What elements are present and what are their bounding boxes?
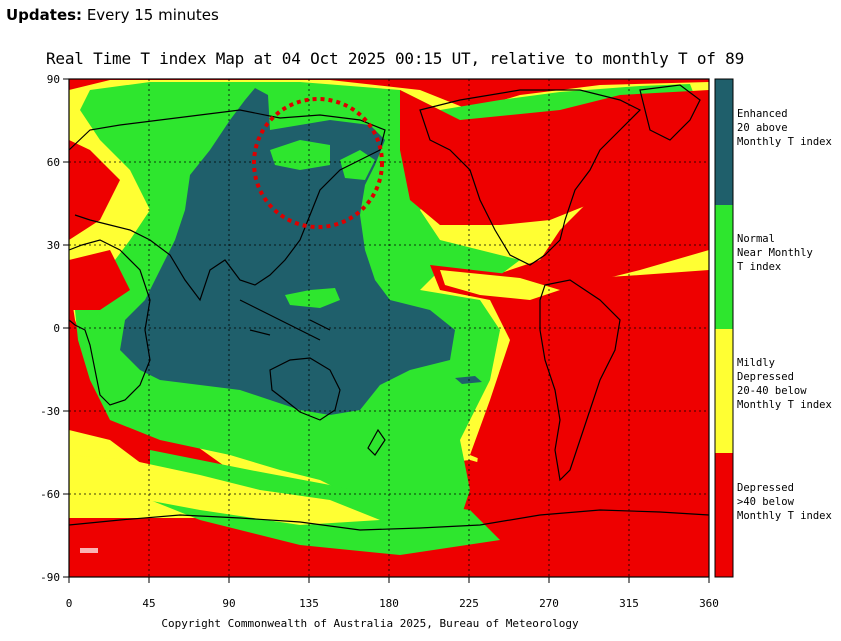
enhanced-blob-east [455, 376, 482, 384]
map-title: Real Time T index Map at 04 Oct 2025 00:… [45, 49, 745, 68]
asia-islands-outline [239, 299, 331, 341]
lat-label-minus-30: -30 [40, 405, 60, 418]
enhanced-region [120, 88, 455, 415]
south-america-outline [539, 279, 621, 482]
axis-ticks [63, 78, 710, 583]
legend-swatch-mildly-depressed [715, 329, 733, 453]
lon-label-180: 180 [379, 597, 399, 610]
australia-outline [269, 357, 341, 421]
lon-label-360: 360 [699, 597, 719, 610]
legend-label-enhanced: Enhanced 20 above Monthly T index [737, 108, 832, 148]
legend-label-normal: Normal Near Monthly T index [737, 233, 813, 273]
greenland-outline [639, 84, 701, 141]
north-america-outline [419, 89, 642, 266]
green-hole-north [270, 140, 330, 170]
lat-label-90: 90 [46, 73, 60, 86]
green-hole-pacific [285, 288, 340, 308]
lat-label-minus-60: -60 [40, 488, 60, 501]
africa-outline [68, 239, 151, 406]
antarctica-outline [68, 509, 710, 531]
lat-label-0: 0 [53, 322, 60, 335]
yellow-south-band [69, 455, 380, 525]
legend-color-bar [714, 78, 734, 578]
yellow-east-band [440, 270, 560, 300]
lon-label-45: 45 [142, 597, 156, 610]
copyright-notice: Copyright Commonwealth of Australia 2025… [161, 617, 579, 630]
lon-label-0: 0 [65, 597, 73, 610]
new-zealand-outline [367, 428, 386, 456]
updates-label: Updates: [6, 6, 83, 24]
lon-label-135: 135 [299, 597, 319, 610]
grid-lines [69, 79, 709, 577]
lon-label-270: 270 [539, 597, 559, 610]
legend-swatch-enhanced [715, 79, 733, 205]
legend-swatch-normal [715, 205, 733, 329]
lon-label-90: 90 [222, 597, 236, 610]
updates-line: Updates: Every 15 minutes [6, 6, 219, 24]
updates-value: Every 15 minutes [82, 6, 219, 24]
red-small-patch [80, 548, 98, 553]
lat-label-60: 60 [46, 156, 60, 169]
lon-label-225: 225 [459, 597, 479, 610]
lat-label-30: 30 [46, 239, 60, 252]
lon-label-315: 315 [619, 597, 639, 610]
legend-label-mildly-depressed: Mildly Depressed 20-40 below Monthly T i… [737, 357, 832, 411]
lat-label-minus-90: -90 [40, 571, 60, 584]
red-west-pacific [69, 250, 130, 310]
legend-swatch-depressed [715, 453, 733, 577]
red-east-pacific [430, 265, 709, 500]
highlight-circle [252, 97, 384, 229]
legend-label-depressed: Depressed >40 below Monthly T index [737, 482, 832, 522]
legend-frame [714, 78, 734, 578]
